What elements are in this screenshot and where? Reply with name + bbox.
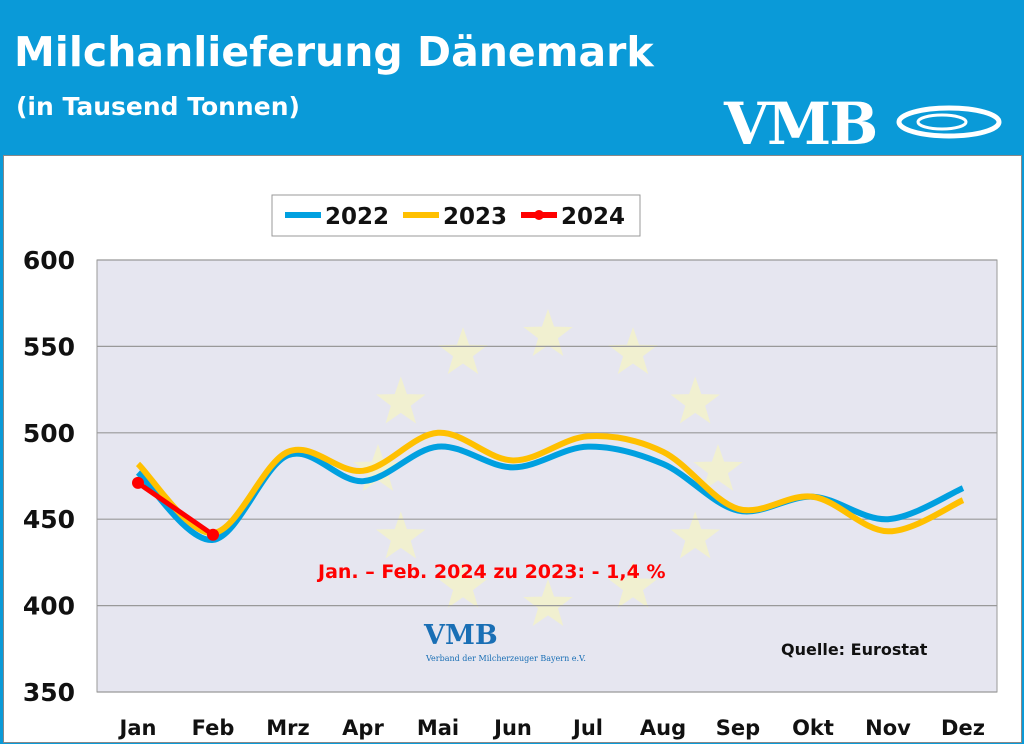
series-line-2023 xyxy=(135,429,965,537)
x-tick-label: Aug xyxy=(640,716,686,740)
background-star xyxy=(376,511,426,559)
y-tick-label: 450 xyxy=(23,505,75,534)
annotation: Jan. – Feb. 2024 zu 2023: - 1,4 % xyxy=(318,561,666,583)
x-tick-label: Jun xyxy=(492,716,532,740)
legend-marker xyxy=(534,210,544,220)
background-star xyxy=(438,327,488,375)
background-star xyxy=(693,444,743,491)
x-tick-label: Feb xyxy=(192,716,235,740)
vmb-logo: VMB xyxy=(724,90,1002,158)
x-tick-label: Jan xyxy=(118,716,157,740)
legend-label: 2024 xyxy=(561,204,625,230)
background-star xyxy=(670,511,720,559)
background-star xyxy=(608,327,658,375)
y-tick-label: 400 xyxy=(23,592,75,621)
x-tick-label: Apr xyxy=(342,716,384,740)
data-point-2024 xyxy=(132,476,144,489)
series-line-2024 xyxy=(136,480,215,537)
background-star xyxy=(523,309,573,356)
y-tick-label: 600 xyxy=(23,246,75,275)
y-tick-label: 500 xyxy=(23,419,75,448)
watermark-tagline: Verband der Milcherzeuger Bayern e.V. xyxy=(426,654,586,663)
background-star xyxy=(523,579,573,626)
chart-subtitle: (in Tausend Tonnen) xyxy=(16,92,300,121)
source-note: Quelle: Eurostat xyxy=(781,640,928,659)
x-tick-label: Nov xyxy=(865,716,911,740)
logo-swoosh-icon xyxy=(896,105,1002,139)
data-point-2024 xyxy=(207,528,219,541)
y-tick-label: 550 xyxy=(23,332,75,361)
x-tick-label: Jul xyxy=(571,716,603,740)
chart-title: Milchanlieferung Dänemark xyxy=(14,28,654,76)
x-tick-label: Okt xyxy=(792,716,834,740)
legend-label: 2023 xyxy=(443,204,507,230)
background-star xyxy=(376,376,426,424)
background-star xyxy=(608,560,658,608)
legend-label: 2022 xyxy=(325,204,389,230)
x-tick-label: Mai xyxy=(417,716,459,740)
x-tick-label: Mrz xyxy=(266,716,309,740)
background-star xyxy=(670,376,720,424)
x-tick-label: Dez xyxy=(941,716,985,740)
background-star xyxy=(438,560,488,608)
legend xyxy=(271,194,641,237)
y-tick-label: 350 xyxy=(23,678,75,707)
watermark-logo: VMB xyxy=(424,620,498,651)
x-tick-label: Sep xyxy=(716,716,760,740)
